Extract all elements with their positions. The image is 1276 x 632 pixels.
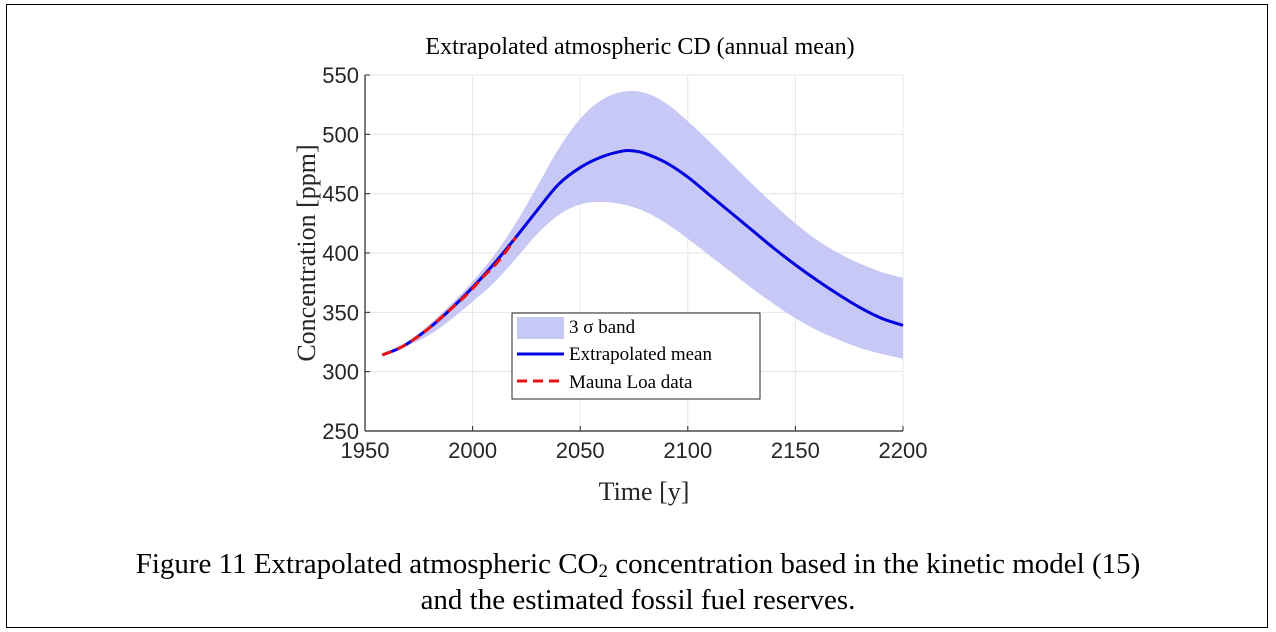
mauna-loa-data-line	[381, 236, 517, 357]
three-sigma-band	[382, 90, 904, 359]
y-tick-label: 550	[322, 63, 359, 88]
tick-labels: 1950 2000 2050 2100 2150 2200 250 300 350 400 450 5…	[322, 63, 927, 463]
y-tick-label: 350	[322, 300, 359, 325]
legend: 3 σ band Extrapolated mean Mauna Loa dat…	[511, 312, 761, 400]
legend-mean-label: Extrapolated mean	[569, 344, 712, 365]
x-tick-label: 1950	[341, 438, 390, 463]
x-tick-label: 2200	[879, 438, 928, 463]
figure-caption: Figure 11 Extrapolated atmospheric CO2 c…	[0, 546, 1276, 618]
y-tick-label: 250	[322, 419, 359, 444]
extrapolated-mean-line	[381, 148, 904, 357]
chart: 1950 2000 2050 2100 2150 2200 250 300 350 400 450 5…	[292, 34, 927, 506]
x-tick-label: 2100	[663, 438, 712, 463]
y-tick-label: 450	[322, 182, 359, 207]
chart-title: Extrapolated atmospheric CD (annual mean…	[425, 34, 854, 60]
x-tick-label: 2000	[448, 438, 497, 463]
caption-suffix: concentration based in the kinetic model…	[608, 548, 1141, 580]
x-tick-label: 2150	[771, 438, 820, 463]
caption-line-2: and the estimated fossil fuel reserves.	[420, 584, 856, 616]
y-tick-label: 500	[322, 122, 359, 147]
legend-data-label: Mauna Loa data	[569, 372, 693, 393]
y-tick-label: 400	[322, 241, 359, 266]
y-axis-label: Concentration [ppm]	[292, 144, 321, 361]
caption-line-1: Figure 11 Extrapolated atmospheric CO2 c…	[0, 546, 1276, 582]
y-tick-label: 300	[322, 360, 359, 385]
x-tick-label: 2050	[556, 438, 605, 463]
x-axis-label: Time [y]	[599, 477, 690, 506]
caption-prefix: Figure 11 Extrapolated atmospheric CO	[135, 548, 599, 580]
legend-band-label: 3 σ band	[569, 317, 636, 338]
caption-subscript: 2	[598, 561, 609, 582]
legend-band-swatch	[517, 317, 564, 339]
figure-frame	[6, 4, 1268, 628]
axes	[364, 74, 904, 432]
